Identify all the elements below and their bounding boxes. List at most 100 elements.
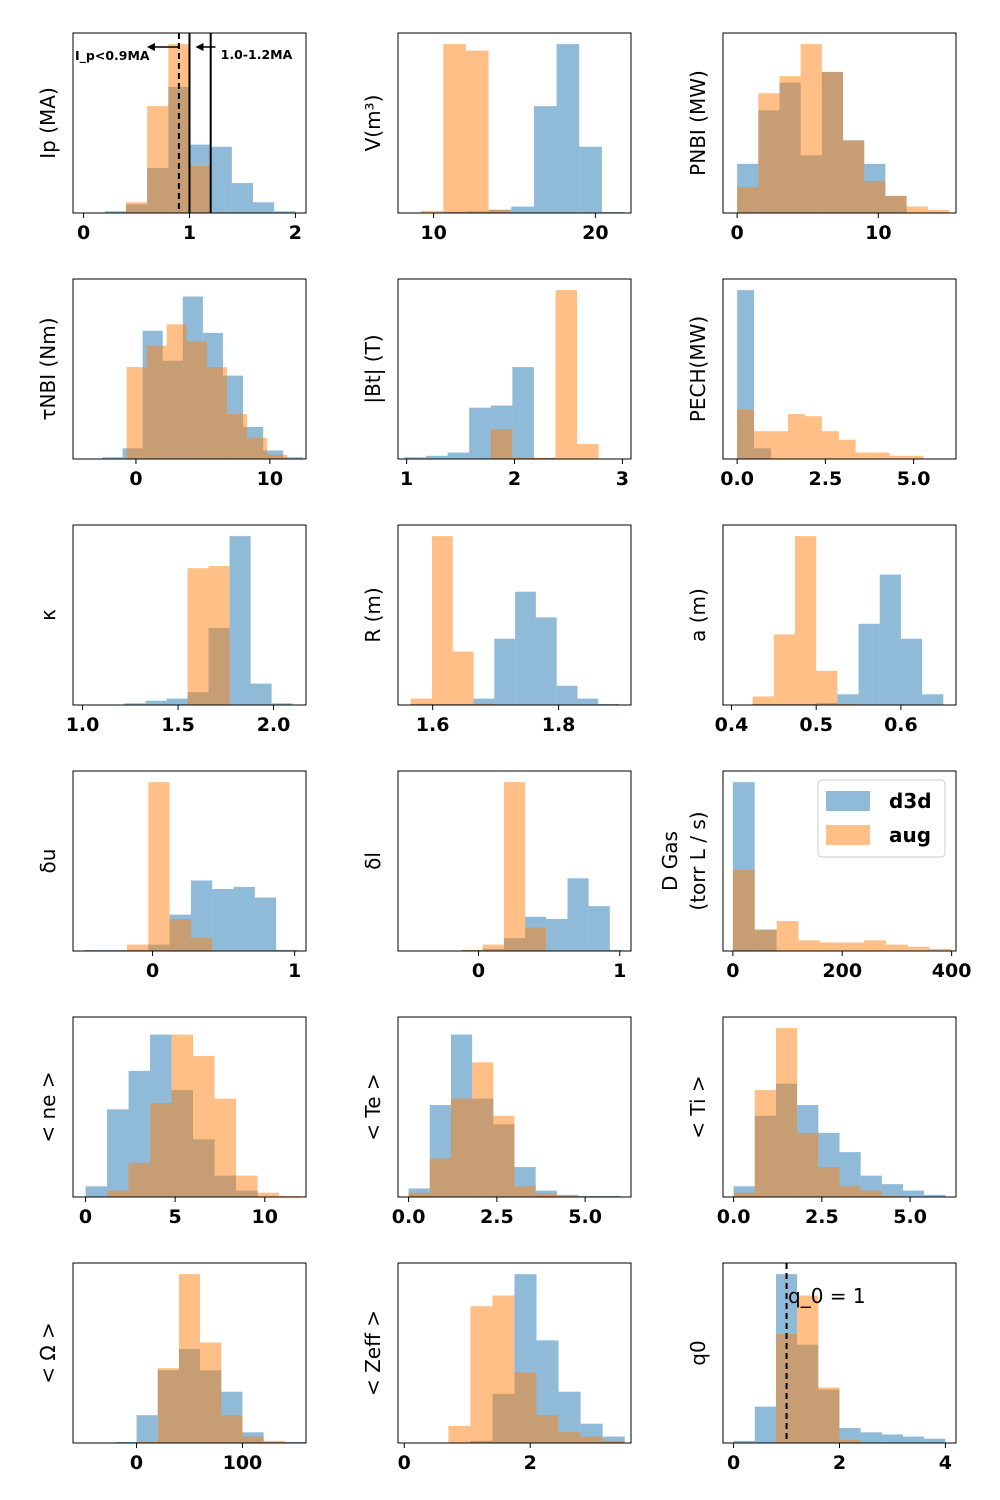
aug-bar xyxy=(737,187,759,213)
aug-bar xyxy=(420,210,444,213)
aug-bar xyxy=(208,566,230,705)
x-tick-label: 100 xyxy=(223,1452,263,1474)
aug-bar xyxy=(839,1186,861,1197)
panel-18: 0 2 4 q0 q_0 = 1 xyxy=(686,1262,957,1474)
x-tick-label: 10 xyxy=(420,222,446,244)
aug-bar xyxy=(864,940,886,951)
x-tick-label: 5.0 xyxy=(897,468,931,490)
y-axis-label: (torr L / s) xyxy=(686,811,710,910)
d3d-bar xyxy=(577,698,599,705)
panel-1: 0 1 2 Ip (MA) I_p<0.9MA 1.0-1.2MA xyxy=(36,32,307,244)
d3d-bar xyxy=(136,1415,158,1443)
aug-bar xyxy=(263,1440,285,1443)
axes-frame xyxy=(397,1016,632,1198)
aug-bar xyxy=(580,1436,603,1443)
aug-bar xyxy=(429,1158,451,1197)
d3d-bar xyxy=(903,1190,925,1197)
x-tick-label: 20 xyxy=(582,222,608,244)
d3d-bar xyxy=(733,1440,755,1443)
d3d-bar xyxy=(839,1152,861,1197)
d3d-bar xyxy=(254,897,277,951)
d3d-bar xyxy=(922,694,944,705)
d3d-bar xyxy=(860,1432,882,1443)
x-tick-label: 5.0 xyxy=(893,1206,927,1228)
panel-15: 0.0 2.5 5.0 < Ti > xyxy=(686,1016,957,1228)
aug-bar xyxy=(136,1441,158,1443)
y-axis-label: δu xyxy=(36,849,60,874)
y-axis-label: < Zeff > xyxy=(361,1310,385,1396)
legend-label-aug: aug xyxy=(889,823,931,847)
aug-bar xyxy=(906,455,924,459)
aug-bar xyxy=(872,452,890,459)
x-tick-label: 200 xyxy=(822,960,862,982)
d3d-bar xyxy=(754,1406,776,1443)
aug-bar xyxy=(797,1132,819,1197)
aug-bar xyxy=(279,1195,301,1197)
axes-frame xyxy=(397,1262,632,1444)
aug-bar xyxy=(150,1102,172,1197)
y-axis-label: < Te > xyxy=(361,1073,385,1140)
panel-14: 0.0 2.5 5.0 < Te > xyxy=(361,1016,632,1228)
aug-bar xyxy=(758,93,780,213)
aug-bar xyxy=(881,1195,904,1197)
aug-bar xyxy=(410,698,433,705)
aug-bar xyxy=(771,431,788,459)
x-tick-label: 2 xyxy=(833,1452,846,1474)
x-tick-label: 2.5 xyxy=(480,1206,514,1228)
aug-bar xyxy=(787,414,805,459)
d3d-bar xyxy=(85,1186,108,1197)
legend-swatch-aug xyxy=(826,825,870,845)
aug-bar xyxy=(187,568,209,705)
arrow-head-icon xyxy=(195,43,204,51)
aug-bar xyxy=(171,1034,194,1197)
aug-bar xyxy=(492,1295,515,1443)
d3d-bar xyxy=(284,1441,306,1443)
aug-bar xyxy=(178,1274,201,1443)
aug-bar xyxy=(473,703,495,705)
x-tick-label: 2.0 xyxy=(257,714,291,736)
aug-bar xyxy=(927,209,949,213)
legend: d3d aug xyxy=(817,779,946,858)
aug-bar xyxy=(147,106,169,213)
aug-bar xyxy=(157,1368,179,1443)
x-tick-label: 5.0 xyxy=(568,1206,602,1228)
panel-13: 0 5 10 < ne > xyxy=(36,1016,307,1228)
aug-bar xyxy=(200,1342,222,1443)
aug-bar xyxy=(512,457,534,459)
x-tick-label: 2.5 xyxy=(805,1206,839,1228)
y-axis-label: D Gas xyxy=(658,831,682,891)
d3d-bar xyxy=(276,949,298,951)
x-tick-label: 2 xyxy=(508,468,521,490)
aug-bar xyxy=(267,454,288,459)
aug-bar xyxy=(126,367,147,459)
axes-frame xyxy=(72,1262,307,1444)
x-tick-label: 0.0 xyxy=(720,468,754,490)
aug-bar xyxy=(864,180,886,213)
axes-frame xyxy=(72,1016,307,1198)
d3d-bar xyxy=(556,685,578,705)
aug-bar xyxy=(472,1062,494,1197)
y-axis-label: a (m) xyxy=(686,588,710,642)
aug-bar xyxy=(737,409,755,459)
x-tick-label: 0 xyxy=(472,960,485,982)
d3d-bar xyxy=(426,455,448,459)
aug-bar xyxy=(452,651,474,705)
x-tick-label: 0 xyxy=(77,222,90,244)
aug-bar xyxy=(754,929,777,951)
aug-bar xyxy=(839,1439,861,1443)
x-tick-label: 1 xyxy=(183,222,196,244)
y-axis-label: δl xyxy=(361,852,385,870)
x-tick-label: 0 xyxy=(727,1452,740,1474)
d3d-bar xyxy=(145,700,167,705)
aug-bar xyxy=(821,71,844,213)
panel-3: 0 10 PNBI (MW) xyxy=(686,32,957,244)
d3d-bar xyxy=(546,918,568,951)
axes-frame xyxy=(397,32,632,214)
aug-bar xyxy=(190,938,213,951)
d3d-bar xyxy=(447,452,470,459)
aug-bar xyxy=(514,1186,536,1197)
aug-bar xyxy=(773,634,796,705)
aug-bar xyxy=(816,670,838,705)
x-tick-label: 0 xyxy=(130,1452,143,1474)
aug-bar xyxy=(907,946,930,951)
